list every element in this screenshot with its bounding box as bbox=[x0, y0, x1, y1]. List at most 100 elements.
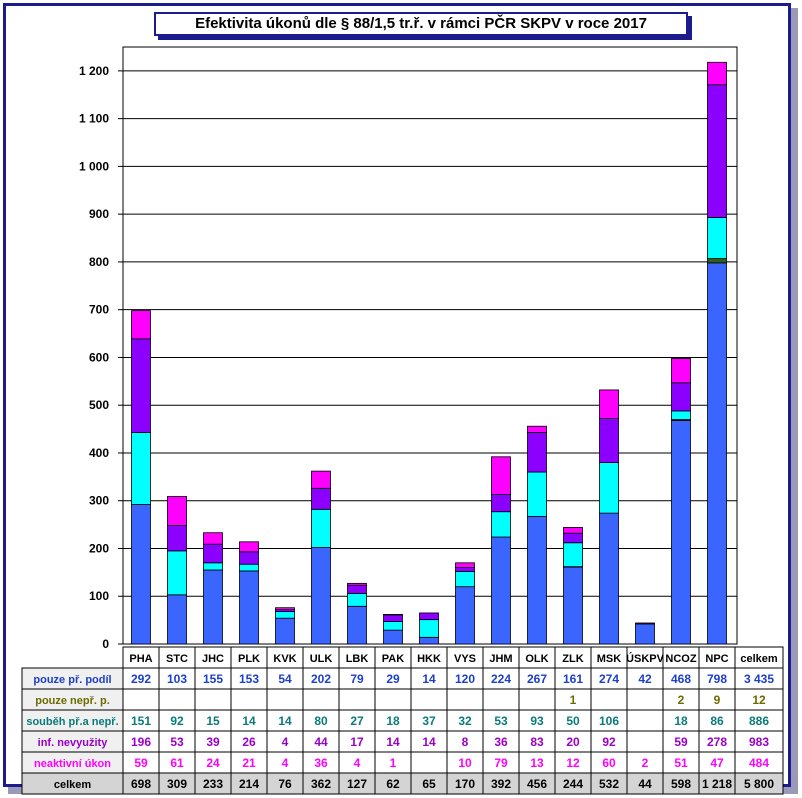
bar-segment bbox=[455, 562, 475, 568]
bar-segment bbox=[383, 629, 403, 645]
value-label: 59 bbox=[674, 735, 688, 749]
value-cell bbox=[626, 709, 664, 732]
category-label: PHA bbox=[129, 653, 152, 665]
value-label: 106 bbox=[599, 714, 619, 728]
bar-segment bbox=[527, 425, 547, 433]
bar-segment bbox=[311, 547, 331, 645]
row-total-label: 3 435 bbox=[744, 672, 774, 686]
row-total-label: 886 bbox=[749, 714, 769, 728]
value-label: 86 bbox=[710, 714, 724, 728]
category-label: HKK bbox=[417, 653, 441, 665]
bar-segment bbox=[167, 550, 187, 596]
y-tick-label: 1 100 bbox=[79, 112, 109, 126]
y-tick-label: 1 200 bbox=[79, 64, 109, 78]
value-label: 18 bbox=[674, 714, 688, 728]
value-label: 92 bbox=[602, 735, 616, 749]
y-tick-label: 300 bbox=[89, 494, 109, 508]
value-label: 267 bbox=[527, 672, 547, 686]
value-label: 468 bbox=[671, 672, 691, 686]
chart-title: Efektivita úkonů dle § 88/1,5 tr.ř. v rá… bbox=[195, 15, 647, 32]
bar-segment bbox=[239, 541, 259, 553]
row-total-label: 484 bbox=[749, 756, 769, 770]
bar-segment bbox=[707, 217, 727, 259]
value-label: 51 bbox=[674, 756, 688, 770]
bar-segment bbox=[599, 418, 619, 463]
bar-segment bbox=[383, 621, 403, 631]
bar-segment bbox=[131, 310, 151, 340]
bar-segment bbox=[203, 543, 223, 564]
title-box: Efektivita úkonů dle § 88/1,5 tr.ř. v rá… bbox=[154, 12, 688, 36]
bar-segment bbox=[347, 582, 367, 586]
value-cell bbox=[158, 688, 196, 711]
bar-segment bbox=[491, 456, 511, 495]
y-tick-label: 400 bbox=[89, 446, 109, 460]
bar-segment bbox=[635, 622, 655, 625]
value-label: 47 bbox=[710, 756, 724, 770]
bar-segment bbox=[455, 586, 475, 645]
bar-segment bbox=[167, 496, 187, 526]
value-label: 59 bbox=[134, 756, 148, 770]
value-label: 10 bbox=[458, 756, 472, 770]
value-label: 53 bbox=[170, 735, 184, 749]
y-tick-label: 0 bbox=[102, 637, 109, 651]
bars bbox=[131, 61, 727, 645]
value-label: 103 bbox=[167, 672, 187, 686]
value-label: 20 bbox=[566, 735, 580, 749]
value-label: 151 bbox=[131, 714, 151, 728]
category-label: VYS bbox=[454, 653, 476, 665]
value-cell bbox=[302, 688, 340, 711]
bar-segment bbox=[419, 612, 439, 621]
category-label: NCOZ bbox=[665, 653, 696, 665]
value-label: 14 bbox=[278, 714, 292, 728]
value-label: 37 bbox=[422, 714, 436, 728]
bar-segment bbox=[491, 494, 511, 513]
value-label: 12 bbox=[566, 756, 580, 770]
value-label: 161 bbox=[563, 672, 583, 686]
value-label: 309 bbox=[167, 777, 187, 791]
bar-segment bbox=[275, 617, 295, 645]
value-cell bbox=[410, 751, 448, 774]
value-label: 15 bbox=[206, 714, 220, 728]
value-label: 24 bbox=[206, 756, 220, 770]
value-label: 61 bbox=[170, 756, 184, 770]
value-cell bbox=[194, 688, 232, 711]
value-label: 2 bbox=[678, 693, 685, 707]
category-label: KVK bbox=[273, 653, 296, 665]
value-label: 26 bbox=[242, 735, 256, 749]
value-label: 8 bbox=[462, 735, 469, 749]
value-label: 53 bbox=[494, 714, 508, 728]
category-label: PAK bbox=[382, 653, 404, 665]
bar-segment bbox=[167, 594, 187, 645]
value-label: 76 bbox=[278, 777, 292, 791]
bar-segment bbox=[131, 432, 151, 505]
bar-segment bbox=[707, 258, 727, 264]
value-label: 32 bbox=[458, 714, 472, 728]
category-label: JHM bbox=[489, 653, 512, 665]
data-table: PHA STC JHC PLK KVK ULK LBK PAK HKK VYS JHM OLK ZLK M… bbox=[21, 646, 784, 795]
value-label: 44 bbox=[638, 777, 652, 791]
category-label: ÚSKPV bbox=[626, 652, 665, 665]
value-label: 79 bbox=[494, 756, 508, 770]
value-label: 14 bbox=[386, 735, 400, 749]
value-cell bbox=[446, 688, 484, 711]
value-label: 120 bbox=[455, 672, 475, 686]
value-label: 83 bbox=[530, 735, 544, 749]
bar-segment bbox=[563, 532, 583, 544]
bar-segment bbox=[203, 562, 223, 571]
value-label: 153 bbox=[239, 672, 259, 686]
y-tick-label: 200 bbox=[89, 541, 109, 555]
bar-segment bbox=[527, 471, 547, 517]
value-label: 18 bbox=[386, 714, 400, 728]
bar-segment bbox=[347, 592, 367, 607]
value-cell bbox=[482, 688, 520, 711]
value-label: 80 bbox=[314, 714, 328, 728]
bar-segment bbox=[671, 420, 691, 645]
value-label: 14 bbox=[242, 714, 256, 728]
bar-segment bbox=[239, 551, 259, 565]
value-label: 170 bbox=[455, 777, 475, 791]
y-tick-label: 1 000 bbox=[79, 159, 109, 173]
bar-segment bbox=[455, 571, 475, 588]
value-label: 127 bbox=[347, 777, 367, 791]
value-label: 54 bbox=[278, 672, 292, 686]
